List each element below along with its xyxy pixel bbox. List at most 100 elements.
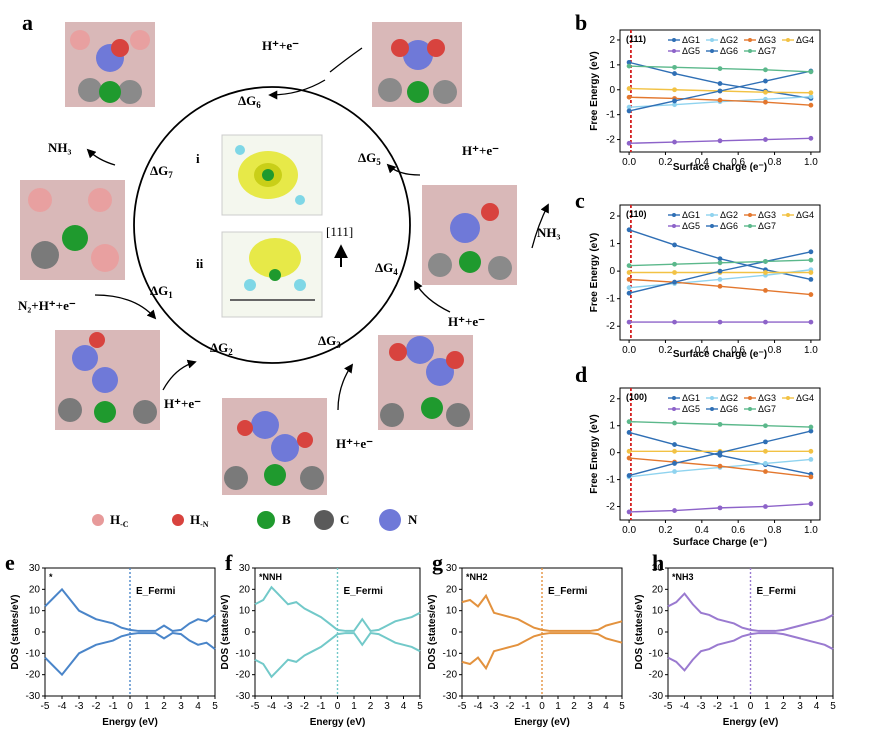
adsorbate-annotation: *NH3 [672,572,694,582]
legend-label: ΔG3 [758,393,776,403]
legend-label: ΔG1 [682,210,700,220]
data-point [808,448,814,454]
data-point [763,469,768,474]
y-tick-label: 0 [609,266,615,277]
x-tick-label: -1 [109,701,118,712]
structure-thumb-nhnh [222,398,327,495]
legend-marker [748,396,752,400]
data-point [672,270,677,275]
data-point [626,94,632,100]
y-tick-label: 0 [244,627,250,638]
fermi-label: E_Fermi [548,586,588,597]
dos-spin-up [44,587,216,632]
data-point [672,420,677,426]
legend-label: ΔG5 [682,221,700,231]
legend-marker [672,213,676,217]
dG6-label: ΔG6 [238,93,261,110]
legend-marker [672,224,676,228]
arrow-step6 [268,79,326,100]
data-point [672,261,677,267]
data-point [808,102,814,108]
legend-label: ΔG7 [758,221,776,231]
y-tick-label: 10 [652,606,664,617]
data-point [717,97,723,103]
data-point [717,421,723,427]
legend-label-hn: H-N [190,512,209,529]
x-tick-label: -5 [458,701,467,712]
legend-marker [672,38,676,42]
legend-label: ΔG6 [720,46,738,56]
data-point [717,450,723,456]
y-tick-label: 1 [609,239,615,250]
x-tick-label: -4 [267,701,276,712]
x-tick-label: 4 [603,701,609,712]
data-point [672,139,677,145]
legend-label-b: B [282,512,291,527]
data-point [626,430,632,435]
legend-marker [710,213,714,217]
data-point [626,263,632,269]
legend-label: ΔG4 [796,35,814,45]
arrow-step3 [337,363,354,411]
x-tick-label: 1.0 [804,157,818,168]
structure-thumb-nh [422,185,517,285]
surface-annotation: (110) [626,209,647,219]
y-tick-label: 1 [609,60,615,71]
data-point [717,463,723,469]
data-point [763,89,768,95]
data-point [763,423,768,429]
x-tick-label: 0.6 [731,157,745,168]
x-tick-label: -2 [300,701,309,712]
x-tick-label: 2 [781,701,787,712]
x-tick-label: -3 [75,701,84,712]
reactant-label-5: H⁺+e⁻ [462,143,499,158]
data-point [717,505,723,511]
x-tick-label: 1.0 [804,345,818,356]
data-point [626,59,632,65]
legend-marker [748,213,752,217]
dG3-label: ΔG3 [318,333,341,350]
surface-annotation: (111) [626,34,646,44]
y-tick-label: 0 [34,627,40,638]
arrow-step5 [386,163,421,176]
x-tick-label: 0.0 [622,157,636,168]
data-point [808,292,814,297]
data-point [672,461,677,466]
y-tick-label: -30 [26,691,41,702]
data-point [717,260,723,266]
y-tick-label: -2 [606,135,615,146]
x-tick-label: 4 [814,701,820,712]
x-axis-label: Energy (eV) [514,717,570,728]
arrow-step2 [162,359,197,391]
x-tick-label: 5 [212,701,218,712]
data-point [626,227,632,233]
x-tick-label: -3 [697,701,706,712]
y-tick-label: 20 [29,584,41,595]
legend-label: ΔG4 [796,393,814,403]
x-tick-label: 4 [195,701,201,712]
legend-marker [672,49,676,53]
data-point [626,108,632,114]
arrow-step6-tail [329,47,363,73]
y-tick-label: 2 [609,211,615,222]
data-point [808,428,814,434]
panel-label-c: c [575,188,585,213]
y-tick-label: -1 [606,110,615,121]
x-tick-label: 0.8 [768,345,782,356]
data-point [763,259,768,264]
panel-label-e: e [5,550,15,575]
x-tick-label: -2 [92,701,101,712]
y-tick-label: 20 [446,584,458,595]
panel-label-a: a [22,10,33,35]
dG1-label: ΔG1 [150,283,173,300]
data-point [672,469,677,474]
data-point [808,276,814,282]
legend-marker [710,396,714,400]
data-point [717,268,723,274]
legend-atom-hc [92,514,104,526]
data-point [808,501,814,507]
data-point [717,81,723,86]
structure-thumb-nhnh2 [378,335,473,430]
y-tick-label: -10 [26,648,41,659]
